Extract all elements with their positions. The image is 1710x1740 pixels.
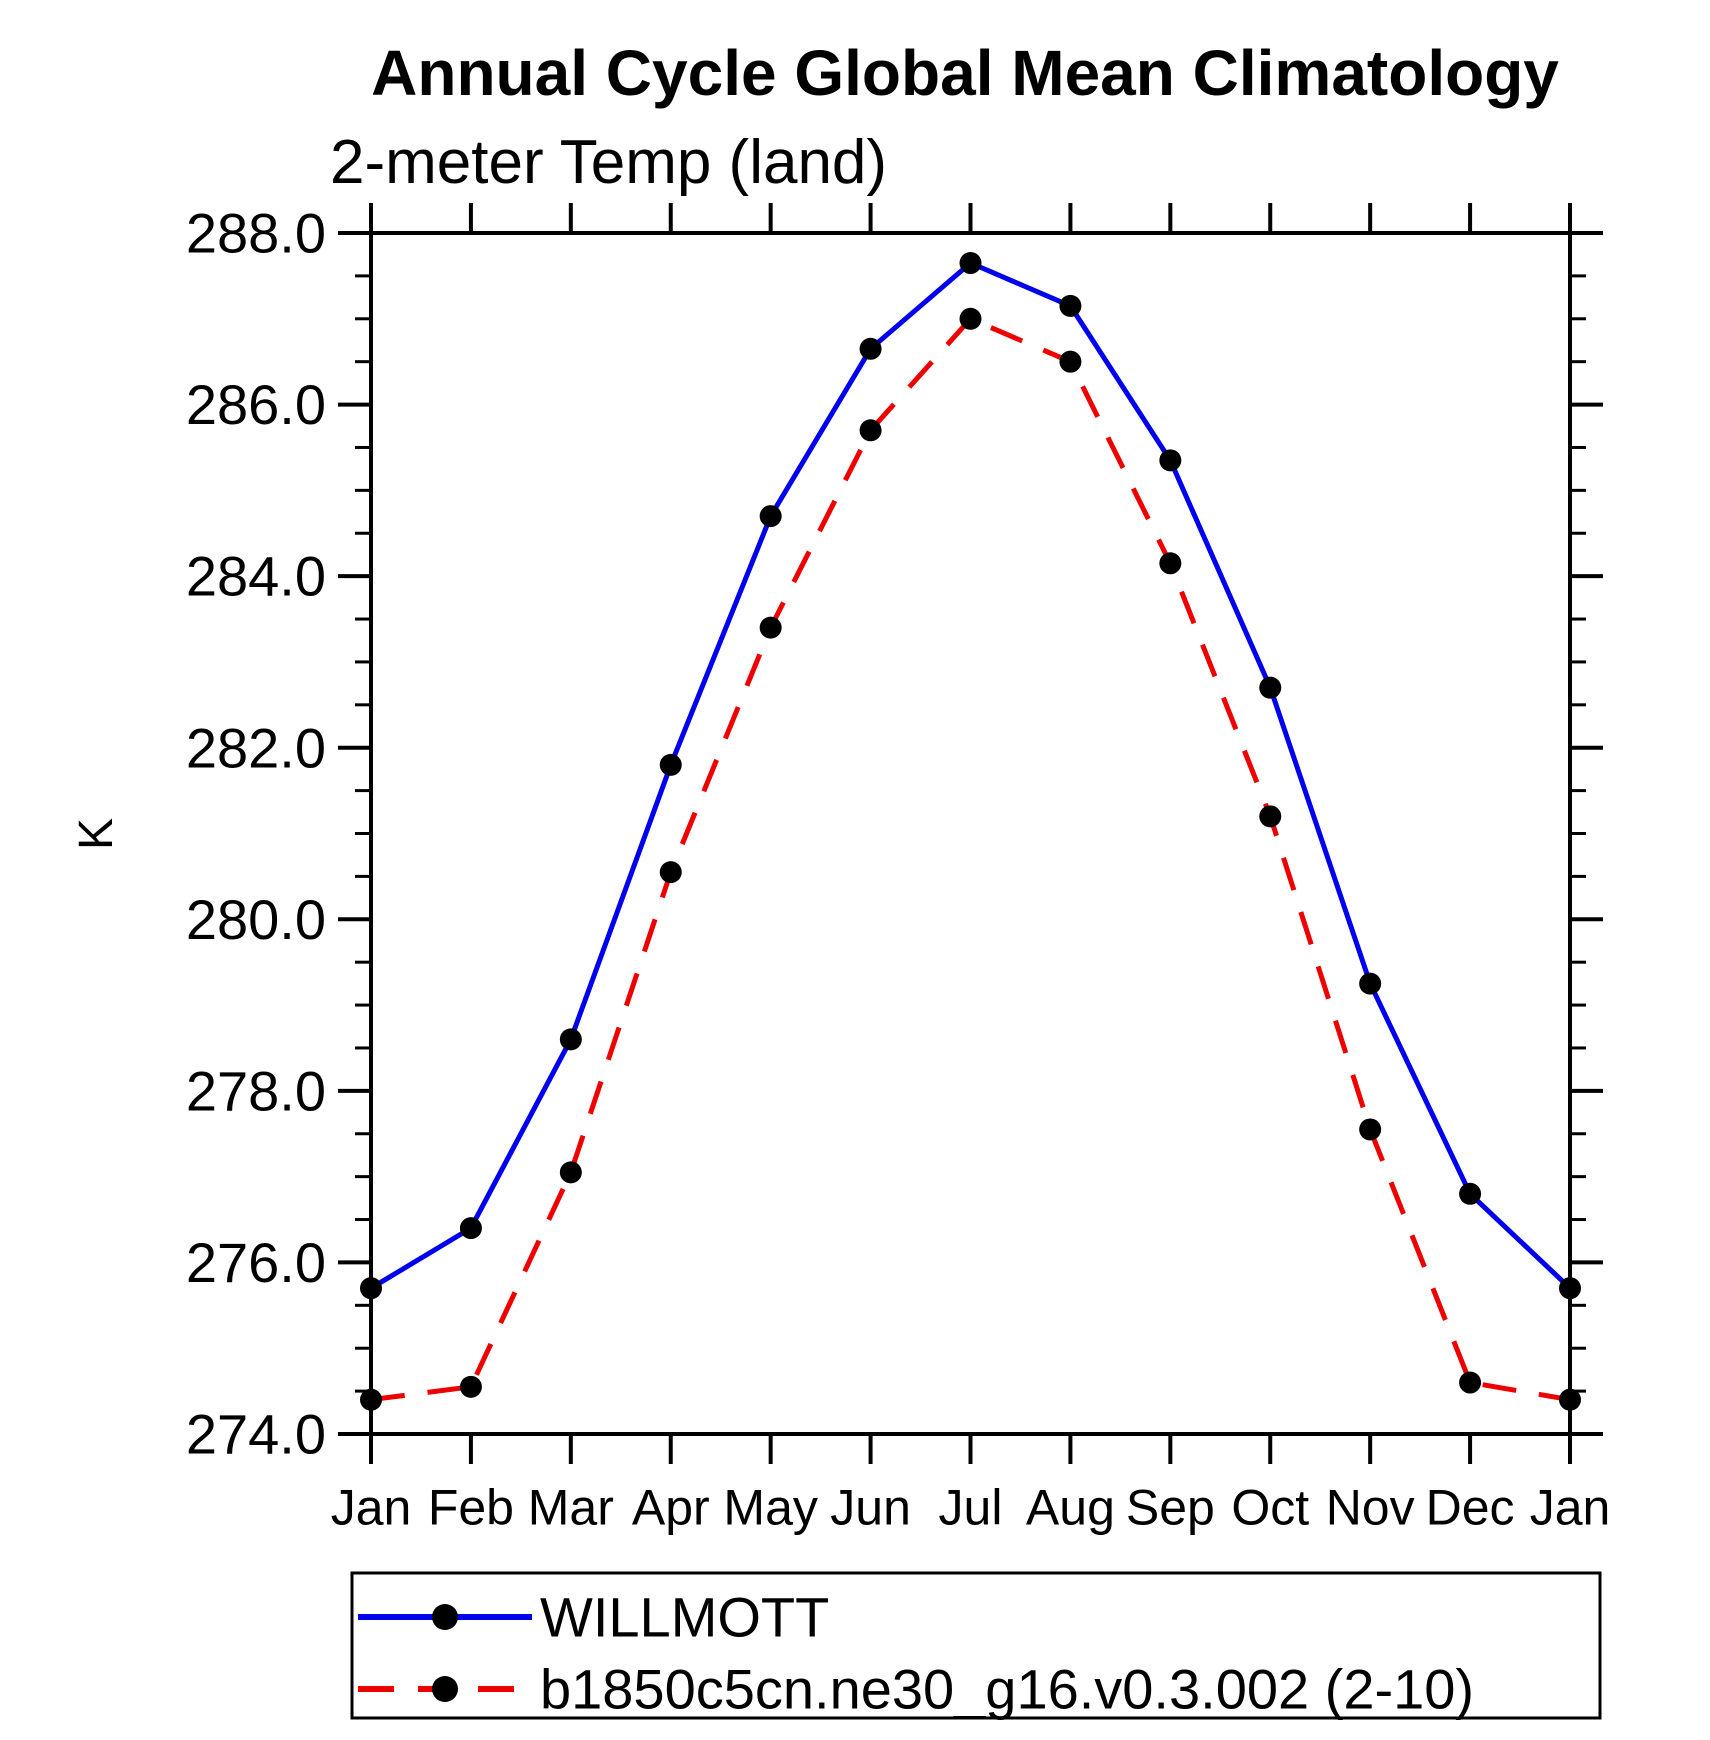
y-axis-tick-labels: 274.0 276.0 278.0 280.0 282.0 284.0 286.0 288.0 [186, 202, 326, 1466]
x-tick-label: Jan [1530, 1480, 1611, 1536]
x-tick-label: Apr [632, 1480, 710, 1536]
y-axis-label: K [70, 818, 123, 850]
data-point [659, 753, 682, 776]
x-tick-label: Dec [1426, 1480, 1515, 1536]
data-point [360, 1277, 382, 1300]
series-lines [369, 260, 1572, 1403]
y-tick-label: 284.0 [186, 545, 326, 608]
y-tick-label: 278.0 [186, 1059, 326, 1122]
data-point [1359, 1118, 1382, 1141]
data-point [459, 1375, 482, 1398]
data-point [1059, 294, 1082, 317]
data-point [859, 419, 882, 442]
data-point [859, 337, 882, 360]
plot-frame [369, 231, 1572, 1436]
data-point [1159, 449, 1182, 472]
data-point [1259, 805, 1282, 828]
legend-marker-dot [432, 1604, 458, 1630]
chart-subtitle: 2-meter Temp (land) [330, 128, 887, 197]
y-tick-label: 276.0 [186, 1231, 326, 1294]
data-point [1459, 1182, 1482, 1205]
y-tick-label: 280.0 [186, 888, 326, 951]
x-tick-label: Jun [830, 1480, 911, 1536]
x-tick-label: Sep [1126, 1480, 1215, 1536]
data-point [1459, 1371, 1482, 1394]
plot-frame-rect [369, 231, 1572, 1436]
legend-box [350, 1571, 1602, 1720]
y-tick-label: 282.0 [186, 716, 326, 779]
x-tick-label: Oct [1231, 1480, 1309, 1536]
x-tick-label: Feb [428, 1480, 514, 1536]
data-point [1559, 1277, 1581, 1300]
x-tick-label: Jan [331, 1480, 412, 1536]
y-axis-ticks [338, 231, 1603, 1436]
y-tick-label: 274.0 [186, 1403, 326, 1466]
x-axis-ticks [369, 203, 1572, 1464]
data-point [1359, 972, 1382, 995]
x-tick-label: May [723, 1480, 817, 1536]
data-point [559, 1161, 582, 1184]
data-point [1059, 350, 1082, 373]
y-tick-label: 286.0 [186, 373, 326, 436]
series-line-1 [370, 316, 1571, 1403]
data-point [360, 1388, 382, 1411]
series-line-0 [369, 260, 1572, 1291]
data-point [559, 1028, 582, 1051]
x-tick-label: Nov [1326, 1480, 1415, 1536]
legend-label-model: b1850c5cn.ne30_g16.v0.3.002 (2-10) [540, 1658, 1474, 1721]
data-point [959, 307, 982, 330]
legend-label-willmott: WILLMOTT [540, 1586, 829, 1649]
legend: WILLMOTT b1850c5cn.ne30_g16.v0.3.002 (2-… [350, 1571, 1602, 1721]
data-point [959, 252, 982, 275]
data-point [1259, 676, 1282, 699]
data-point [659, 861, 682, 884]
data-point [1159, 552, 1182, 575]
series-markers [360, 252, 1581, 1411]
data-point [759, 505, 782, 528]
x-tick-label: Aug [1026, 1480, 1115, 1536]
x-tick-label: Mar [528, 1480, 614, 1536]
y-tick-label: 288.0 [186, 202, 326, 265]
chart-title: Annual Cycle Global Mean Climatology [371, 37, 1559, 109]
data-point [1559, 1388, 1581, 1411]
data-point [759, 616, 782, 639]
x-axis-tick-labels: Jan Feb Mar Apr May Jun Jul Aug Sep Oct Nov Dec Jan [331, 1480, 1611, 1536]
legend-marker-dot [432, 1676, 458, 1702]
x-tick-label: Jul [939, 1480, 1003, 1536]
data-point [459, 1217, 482, 1240]
